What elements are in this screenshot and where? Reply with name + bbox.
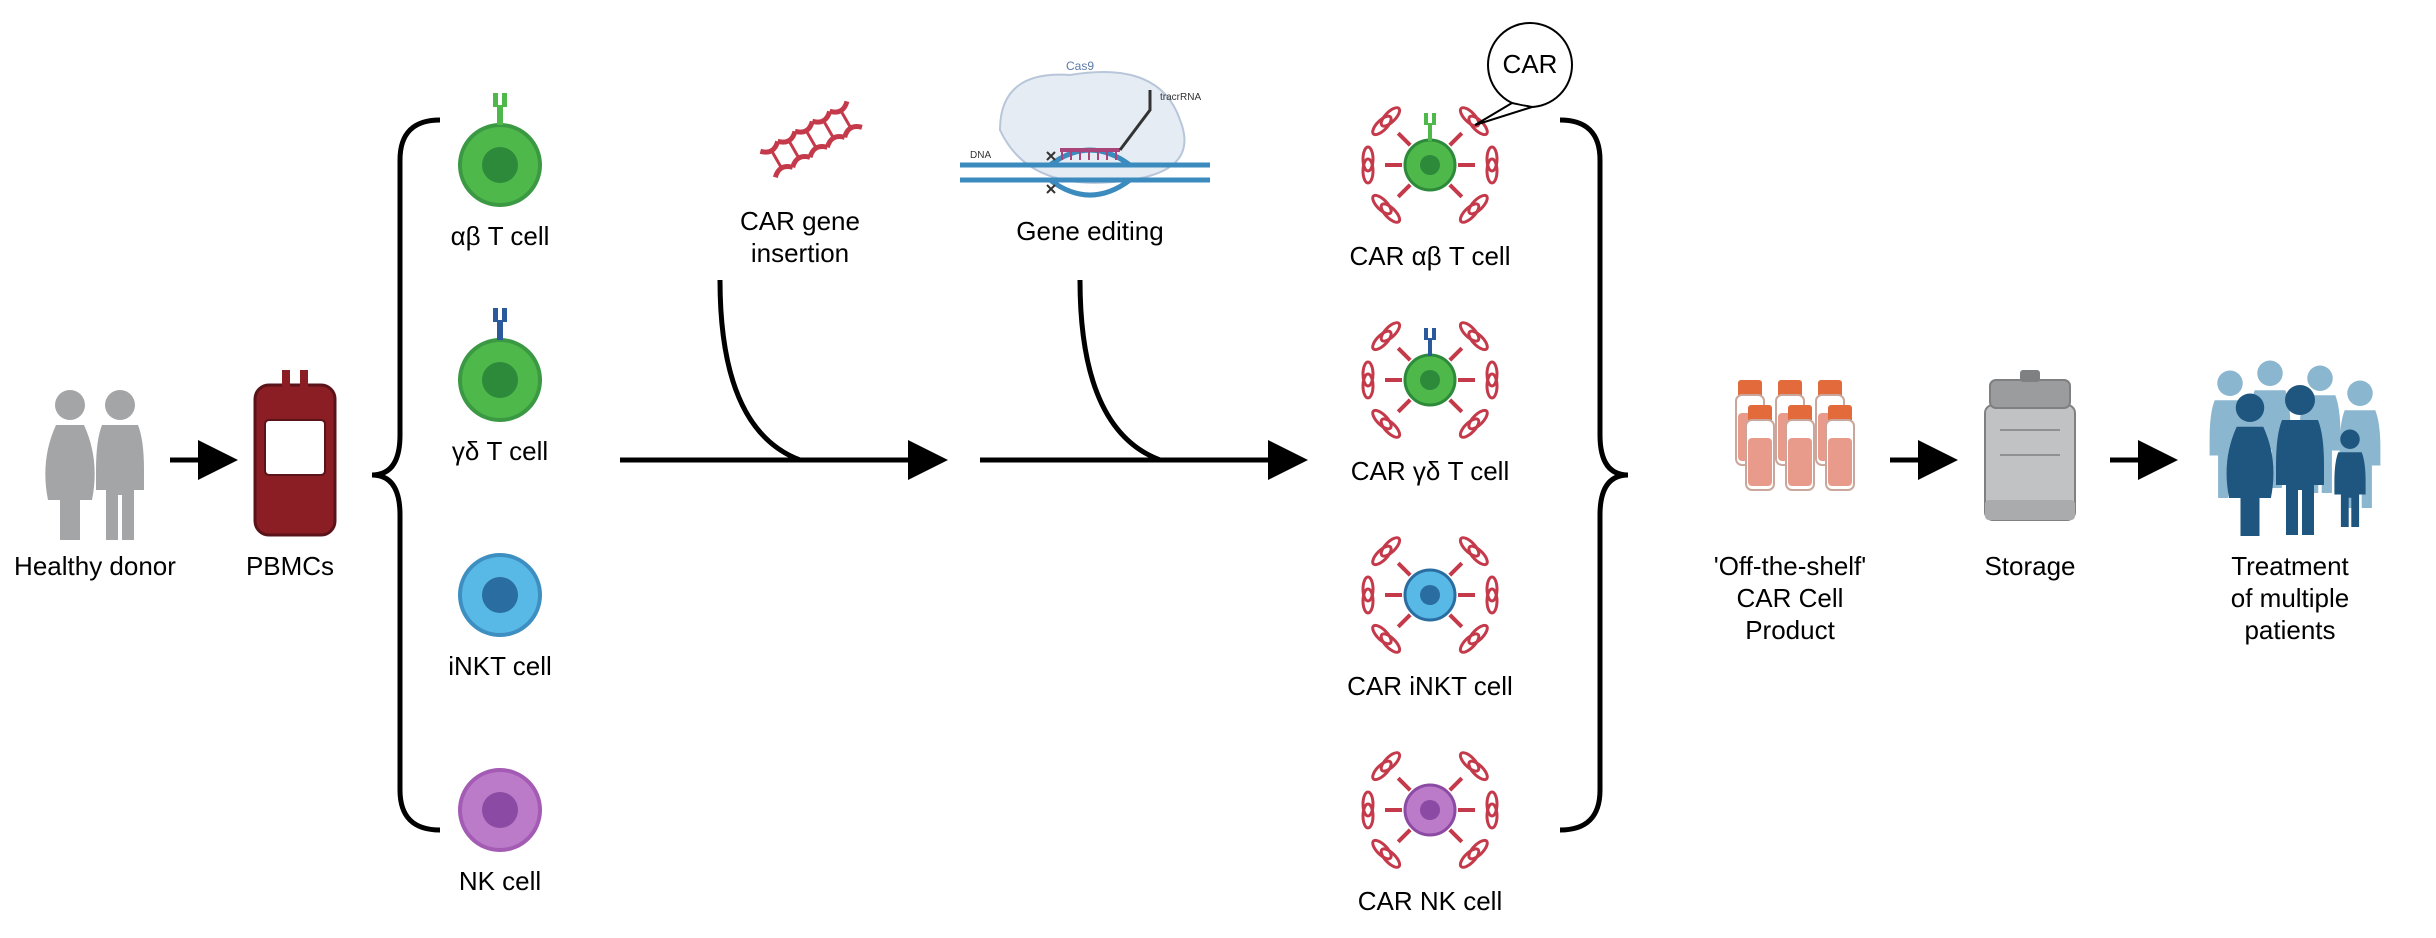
input-cell <box>460 93 540 205</box>
input-cell <box>460 770 540 850</box>
storage-label: Storage <box>1984 551 2075 581</box>
storage-tank-icon <box>1985 370 2075 520</box>
input-cell <box>460 308 540 420</box>
input-cell-label: αβ T cell <box>451 221 550 251</box>
hook-line <box>1080 280 1160 460</box>
car-cell-label: CAR NK cell <box>1358 886 1502 916</box>
car-cell-label: CAR αβ T cell <box>1350 241 1511 271</box>
svg-text:CAR: CAR <box>1503 49 1558 79</box>
svg-text:tracrRNA: tracrRNA <box>1160 92 1201 103</box>
pbmcs-label: PBMCs <box>246 551 334 581</box>
gene-editing-icon: Cas9 DNA tracrRNA <box>960 59 1210 195</box>
input-cell-label: iNKT cell <box>448 651 552 681</box>
gene-editing-label: Gene editing <box>1016 216 1163 246</box>
brace-open <box>372 120 440 830</box>
car-cell-label: CAR iNKT cell <box>1347 671 1513 701</box>
product-vials-icon <box>1736 380 1854 490</box>
input-cell-label: NK cell <box>459 866 541 896</box>
car-gene-label: CAR geneinsertion <box>740 206 860 268</box>
input-cell <box>460 555 540 635</box>
car-cell <box>1363 750 1497 870</box>
car-cell-label: CAR γδ T cell <box>1351 456 1509 486</box>
car-cell <box>1363 320 1497 440</box>
pbmcs-icon <box>255 370 335 535</box>
svg-text:DNA: DNA <box>970 150 991 161</box>
product-label: 'Off-the-shelf'CAR CellProduct <box>1714 551 1867 645</box>
patients-icon <box>2210 361 2381 537</box>
car-gene-icon <box>760 101 862 177</box>
hook-line <box>720 280 800 460</box>
car-callout: CAR <box>1475 23 1572 125</box>
healthy-donor-icon <box>45 390 144 540</box>
car-cell <box>1363 535 1497 655</box>
svg-text:Cas9: Cas9 <box>1066 59 1094 73</box>
patients-label: Treatmentof multiplepatients <box>2231 551 2350 645</box>
healthy-donor-label: Healthy donor <box>14 551 176 581</box>
input-cell-label: γδ T cell <box>452 436 548 466</box>
brace-close <box>1560 120 1628 830</box>
